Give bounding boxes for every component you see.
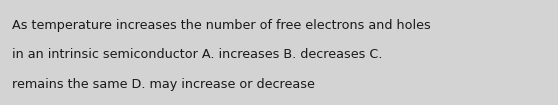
Text: remains the same D. may increase or decrease: remains the same D. may increase or decr… [12,78,315,91]
Text: As temperature increases the number of free electrons and holes: As temperature increases the number of f… [12,19,431,32]
Text: in an intrinsic semiconductor A. increases B. decreases C.: in an intrinsic semiconductor A. increas… [12,48,383,61]
